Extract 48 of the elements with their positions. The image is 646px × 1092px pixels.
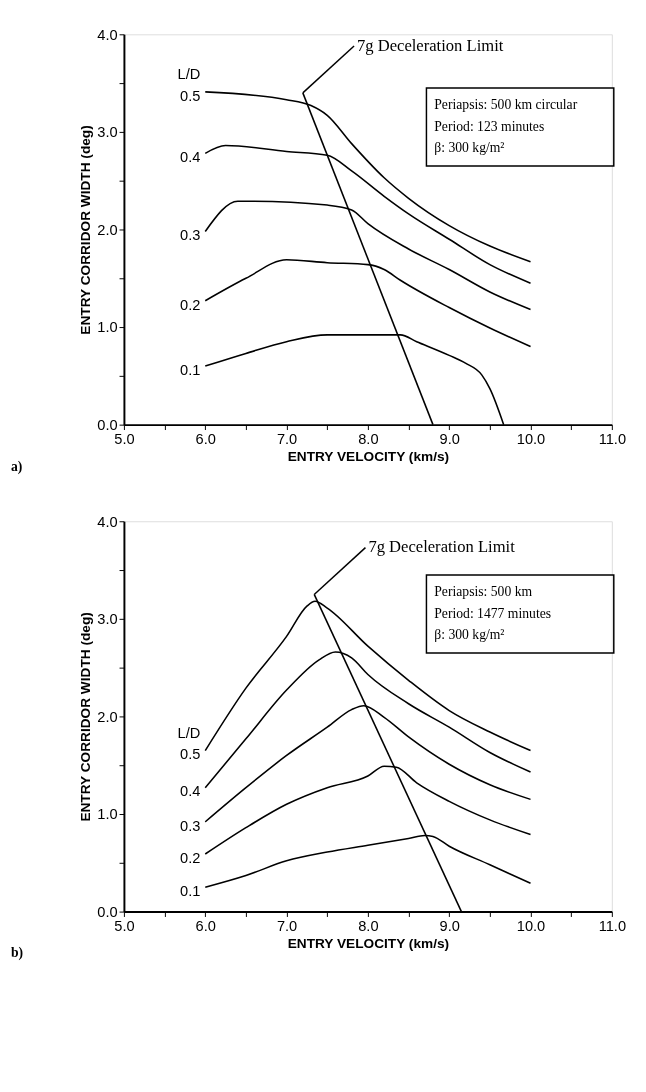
series-label: 0.3 [180,227,201,244]
x-tick-label: 7.0 [276,430,298,447]
annotation: Periapsis: 500 km [434,584,533,600]
x-tick-label: 8.0 [358,430,379,447]
series-label: 0.3 [180,817,201,834]
annotation: β: 300 kg/m² [434,627,505,643]
annotation: 7g Deceleration Limit [368,537,516,557]
y-axis-title: ENTRY CORRIDOR WIDTH (deg) [78,612,94,822]
legend-title: L/D [177,66,201,83]
x-axis-title: ENTRY VELOCITY (km/s) [287,449,450,465]
series-label: 0.5 [180,746,201,763]
y-tick-label: 2.0 [97,221,118,238]
y-tick-label: 3.0 [97,124,118,141]
series-label: 0.1 [180,361,201,378]
series-label: 0.4 [180,783,201,800]
x-tick-label: 6.0 [195,917,216,934]
x-tick-label: 7.0 [276,917,298,934]
annotation: Period: 123 minutes [434,118,545,134]
series-label: 0.2 [180,296,201,313]
text: b) [10,945,24,962]
series-label: 0.1 [180,882,201,899]
annotation: Period: 1477 minutes [434,605,552,621]
x-tick-label: 9.0 [439,430,460,447]
x-tick-label: 6.0 [195,430,216,447]
series-label: 0.4 [180,149,201,166]
series-label: 0.2 [180,849,201,866]
y-tick-label: 1.0 [97,319,118,336]
x-tick-label: 10.0 [516,917,546,934]
text: a) [10,458,23,475]
y-tick-label: 2.0 [97,708,118,725]
annotation: Periapsis: 500 km circular [434,97,578,113]
x-tick-label: 10.0 [516,430,546,447]
x-tick-label: 5.0 [114,917,135,934]
legend-title: L/D [177,724,201,741]
y-tick-label: 1.0 [97,806,118,823]
annotation: 7g Deceleration Limit [356,35,504,55]
y-tick-label: 4.0 [97,513,118,530]
y-tick-label: 4.0 [97,26,118,43]
y-axis-title: ENTRY CORRIDOR WIDTH (deg) [78,125,94,335]
x-tick-label: 11.0 [598,917,627,934]
y-tick-label: 3.0 [97,611,118,628]
x-tick-label: 8.0 [358,917,379,934]
y-tick-label: 0.0 [97,903,118,920]
annotation: β: 300 kg/m² [434,140,505,156]
series-label: 0.5 [180,87,201,104]
x-axis-title: ENTRY VELOCITY (km/s) [287,936,450,952]
x-tick-label: 9.0 [439,917,460,934]
x-tick-label: 11.0 [598,430,627,447]
